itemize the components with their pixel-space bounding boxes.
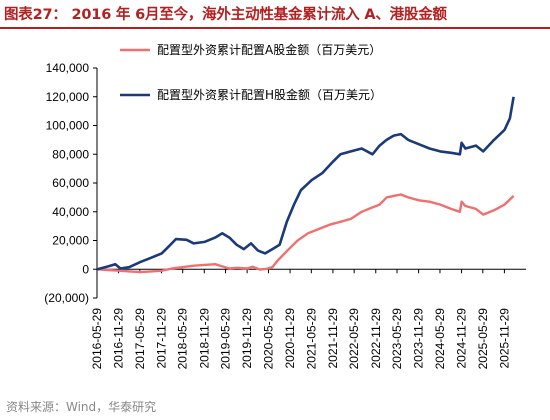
legend: 配置型外资累计配置A股金额（百万美元） 配置型外资累计配置H股金额（百万美元） (120, 42, 382, 102)
series-h-line (97, 96, 515, 271)
y-tick-label: 20,000 (52, 234, 89, 248)
x-tick-label: 2022-11-29 (369, 308, 383, 369)
x-tick-label: 2025-05-29 (476, 308, 490, 370)
x-tick-label: 2023-05-29 (390, 308, 404, 370)
x-tick-label: 2017-11-29 (154, 308, 168, 369)
x-tick-label: 2018-11-29 (197, 308, 211, 369)
x-tick-label: 2017-05-29 (133, 308, 147, 370)
x-tick-label: 2024-05-29 (433, 308, 447, 370)
y-tick-label: 80,000 (52, 147, 89, 161)
y-tick-label: 40,000 (52, 205, 89, 219)
x-tick-label: 2018-05-29 (176, 308, 190, 370)
figure-title: 图表27： 2016 年 6月至今，海外主动性基金累计流入 A、港股金额 (4, 7, 447, 23)
y-tick-label: (20,000) (44, 291, 89, 305)
y-tick-label: 0 (82, 262, 89, 276)
source-note: 资料来源：Wind，华泰研究 (6, 400, 157, 414)
series-a-line (97, 193, 515, 274)
title-rule (0, 27, 550, 29)
x-tick-label: 2022-05-29 (347, 308, 361, 370)
y-tick-label: 60,000 (52, 176, 89, 190)
x-tick-label: 2020-05-29 (261, 308, 275, 370)
legend-label: 配置型外资累计配置H股金额（百万美元） (157, 87, 382, 102)
x-tick-label: 2016-11-29 (112, 308, 126, 369)
x-tick-label: 2025-11-29 (497, 308, 511, 369)
legend-label: 配置型外资累计配置A股金额（百万美元） (157, 42, 381, 57)
x-tick-label: 2024-11-29 (455, 308, 469, 369)
x-tick-label: 2019-11-29 (240, 308, 254, 369)
x-tick-label: 2021-11-29 (326, 308, 340, 369)
x-tick-label: 2023-11-29 (412, 308, 426, 369)
x-tick-label: 2016-05-29 (90, 308, 104, 370)
x-tick-label: 2021-05-29 (304, 308, 318, 370)
y-tick-label: 100,000 (46, 119, 90, 133)
series-layer (97, 96, 515, 274)
axes: (20,000) 0 20,000 40,000 60,000 80,000 100,000… (44, 61, 526, 369)
y-tick-label: 140,000 (46, 61, 90, 75)
x-tick-label: 2019-05-29 (219, 308, 233, 370)
x-tick-label: 2020-11-29 (283, 308, 297, 369)
y-tick-label: 120,000 (46, 90, 90, 104)
